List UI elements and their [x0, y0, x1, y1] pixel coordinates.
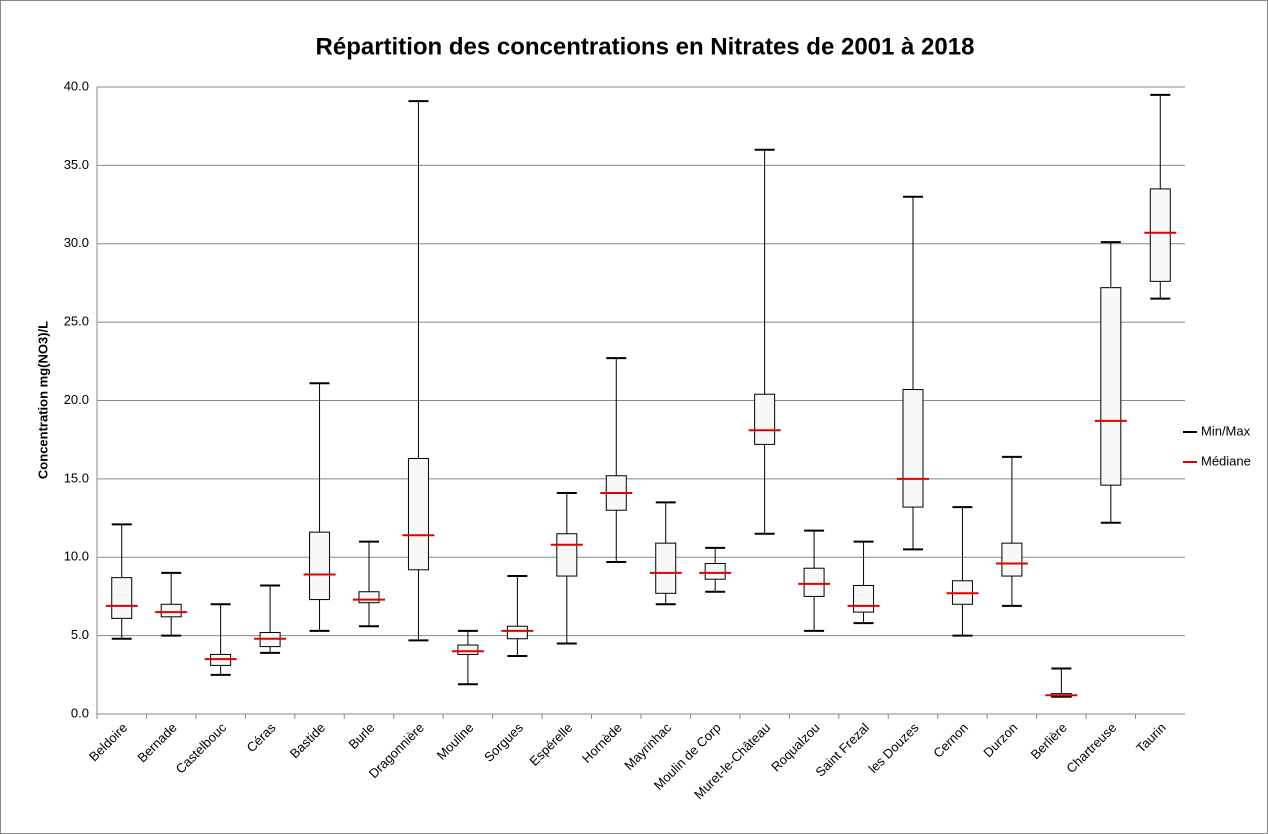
box [902, 389, 924, 508]
y-tick-label: 5.0 [71, 627, 89, 642]
y-tick-label: 30.0 [64, 235, 89, 250]
box [1100, 287, 1122, 486]
legend-label: Médiane [1201, 453, 1251, 468]
box [556, 533, 578, 577]
box [407, 457, 429, 571]
box [309, 531, 331, 601]
legend-label: Min/Max [1201, 423, 1251, 438]
box [1001, 542, 1023, 577]
box [111, 577, 133, 619]
y-tick-label: 10.0 [64, 549, 89, 564]
box [160, 603, 182, 618]
y-tick-label: 0.0 [71, 705, 89, 720]
y-tick-label: 35.0 [64, 157, 89, 172]
y-tick-label: 15.0 [64, 470, 89, 485]
box [803, 567, 825, 597]
y-tick-label: 40.0 [64, 78, 89, 93]
box [1149, 188, 1171, 282]
box [853, 584, 875, 613]
box [754, 393, 776, 445]
y-tick-label: 20.0 [64, 392, 89, 407]
box [506, 625, 528, 640]
y-axis-label: Concentration mg(NO3)/L [35, 321, 50, 479]
box [457, 644, 479, 655]
chart-title: Répartition des concentrations en Nitrat… [316, 33, 975, 60]
box [655, 542, 677, 594]
y-tick-label: 25.0 [64, 314, 89, 329]
box [358, 591, 380, 604]
box [704, 563, 726, 580]
